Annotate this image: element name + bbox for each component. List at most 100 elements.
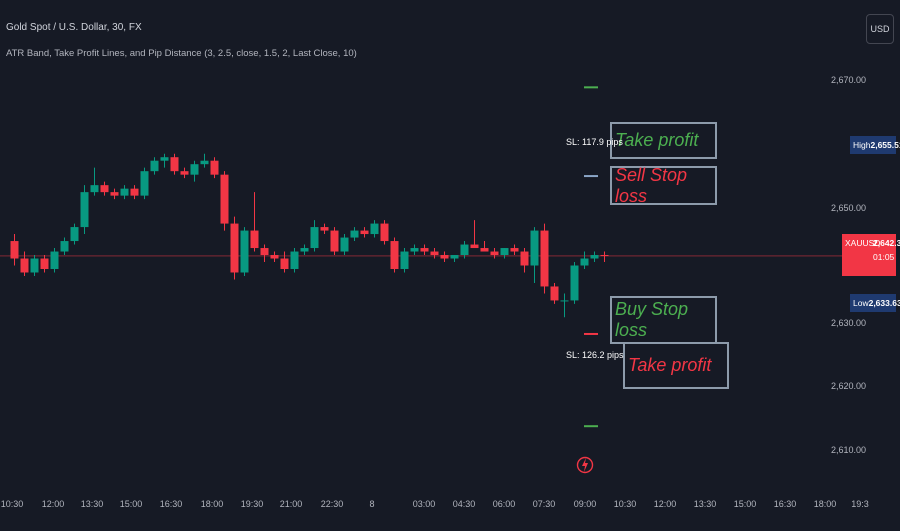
time-axis-label: 12:00: [41, 499, 65, 509]
time-axis-label: 22:30: [320, 499, 344, 509]
candle-body: [480, 248, 489, 252]
bar-countdown: 01:05: [873, 252, 895, 262]
candle-body: [500, 248, 509, 256]
candle-body: [410, 248, 419, 252]
candle-body: [240, 230, 249, 273]
candle-body: [390, 241, 399, 269]
candle-body: [340, 237, 349, 252]
take-profit-upper-box: Take profit: [610, 122, 717, 159]
candle-body: [370, 223, 379, 235]
time-axis-label: 06:00: [492, 499, 516, 509]
candle-body: [80, 192, 89, 228]
high-value: 2,655.51: [870, 140, 900, 150]
currency-button[interactable]: USD: [866, 14, 894, 44]
candle-body: [530, 230, 539, 266]
sl-upper-pips: SL: 117.9 pips: [566, 137, 623, 147]
candle-body: [440, 255, 449, 259]
price-axis-label: 2,670.00: [830, 75, 866, 85]
chart-title: Gold Spot / U.S. Dollar, 30, FX: [6, 22, 142, 33]
candle-body: [490, 251, 499, 256]
high-price-tag: High 2,655.51: [850, 136, 900, 154]
candle-body: [300, 248, 309, 252]
candle-body: [330, 230, 339, 252]
price-axis-label: 2,620.00: [830, 381, 866, 391]
candle-body: [220, 174, 229, 224]
time-axis-label: 19:3: [851, 499, 869, 509]
candle-body: [170, 157, 179, 172]
candle-body: [590, 255, 599, 259]
time-axis-label: 16:30: [159, 499, 183, 509]
candle-body: [50, 251, 59, 269]
candle-body: [420, 248, 429, 252]
candle-body: [150, 160, 159, 172]
candle-body: [250, 230, 259, 249]
candle-body: [280, 258, 289, 269]
candle-body: [100, 185, 109, 193]
price-axis-label: 2,630.00: [830, 318, 866, 328]
candle-body: [110, 192, 119, 196]
time-axis-label: 15:00: [733, 499, 757, 509]
candle-body: [350, 230, 359, 238]
current-price-value: 2,642.37: [873, 238, 900, 248]
time-axis-label: 03:00: [412, 499, 436, 509]
level-lines: [584, 86, 598, 428]
candle-body: [60, 241, 69, 252]
time-axis-label: 04:30: [452, 499, 476, 509]
candle-body: [460, 244, 469, 256]
candles: [10, 153, 609, 318]
candle-body: [580, 258, 589, 266]
candle-body: [550, 286, 559, 301]
candle-body: [140, 171, 149, 196]
lightning-bolt-icon[interactable]: [576, 453, 594, 477]
symbol-label: XAUUSD: [845, 238, 881, 248]
candle-body: [70, 227, 79, 242]
candle-body: [520, 251, 529, 266]
candle-body: [570, 265, 579, 301]
time-axis-label: 18:00: [813, 499, 837, 509]
indicator-legend[interactable]: ATR Band, Take Profit Lines, and Pip Dis…: [6, 48, 357, 59]
time-axis-label: 07:30: [532, 499, 556, 509]
time-axis-label: 13:30: [80, 499, 104, 509]
candle-body: [310, 227, 319, 249]
candle-body: [120, 188, 129, 196]
sl-lower-pips: SL: 126.2 pips: [566, 350, 624, 360]
time-axis-label: 21:00: [279, 499, 303, 509]
high-label: High: [853, 140, 871, 150]
candle-body: [10, 241, 19, 259]
time-axis-label: 15:00: [119, 499, 143, 509]
candle-body: [360, 230, 369, 235]
candle-body: [290, 251, 299, 269]
candle-body: [450, 255, 459, 259]
candle-body: [230, 223, 239, 273]
candle-body: [40, 258, 49, 269]
price-axis-label: 2,650.00: [830, 203, 866, 213]
time-axis-label: 09:00: [573, 499, 597, 509]
time-axis-label: 19:30: [240, 499, 264, 509]
low-value: 2,633.63: [868, 298, 900, 308]
candle-body: [320, 227, 329, 231]
candle-body: [20, 258, 29, 273]
candle-body: [470, 244, 479, 249]
candle-body: [510, 248, 519, 252]
candle-body: [260, 248, 269, 256]
time-axis-label: 12:00: [653, 499, 677, 509]
low-price-tag: Low 2,633.63: [850, 294, 900, 312]
time-axis-label: 8: [369, 499, 375, 509]
time-axis-label: 16:30: [773, 499, 797, 509]
time-axis-label: 10:30: [0, 499, 24, 509]
candle-body: [270, 255, 279, 259]
candle-body: [160, 157, 169, 161]
candle-body: [130, 188, 139, 196]
sell-stop-loss-box: Sell Stop loss: [610, 165, 717, 206]
time-axis-label: 10:30: [613, 499, 637, 509]
candle-body: [90, 185, 99, 193]
price-axis-label: 2,610.00: [830, 445, 866, 455]
take-profit-lower-box: Take profit: [623, 342, 729, 389]
candle-body: [430, 251, 439, 256]
low-label: Low: [853, 298, 869, 308]
candle-body: [540, 230, 549, 287]
time-axis-label: 18:00: [200, 499, 224, 509]
current-price-tag: XAUUSD 2,642.37 01:05: [842, 234, 900, 276]
candle-body: [190, 164, 199, 175]
